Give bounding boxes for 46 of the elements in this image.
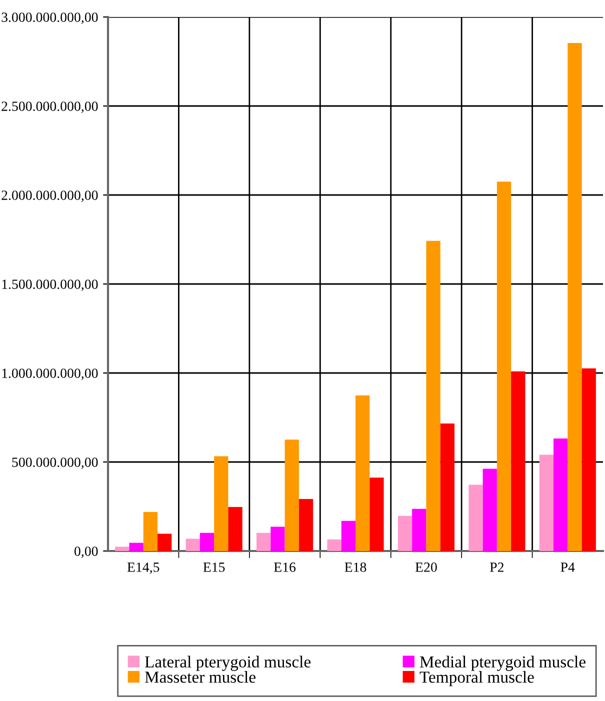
bar <box>186 538 200 551</box>
bar <box>568 42 582 551</box>
bar <box>426 240 440 551</box>
bar <box>115 546 130 551</box>
bar <box>496 182 512 551</box>
x-tick-label: E14,5 <box>127 562 160 574</box>
bar <box>129 542 144 551</box>
x-tick-label: P2 <box>490 562 504 572</box>
y-tick-label: 2.000.000.000,00 <box>2 190 98 202</box>
x-tick-label: E20 <box>415 562 437 572</box>
x-tick-label: E16 <box>274 562 296 572</box>
bar <box>511 371 526 551</box>
y-tick-label: 0,00 <box>74 546 98 558</box>
x-tick-label: E15 <box>203 562 225 572</box>
legend-label: Masseter muscle <box>144 671 256 683</box>
bar <box>228 507 242 551</box>
bar <box>270 526 285 551</box>
legend-label: Lateral pterygoid muscle <box>144 656 311 671</box>
y-tick-label: 3.000.000.000,00 <box>2 12 98 24</box>
bar <box>468 484 483 551</box>
bar <box>412 508 426 551</box>
bar <box>440 424 454 551</box>
y-tick-label: 1.000.000.000,00 <box>2 368 98 380</box>
y-tick-label: 2.500.000.000,00 <box>2 102 98 113</box>
legend-label: Temporal muscle <box>420 671 534 686</box>
bar <box>554 438 568 551</box>
bar <box>341 520 356 551</box>
bar <box>398 516 412 551</box>
x-tick-label: E18 <box>344 562 366 572</box>
bar <box>200 532 214 551</box>
bar <box>284 440 299 551</box>
bar <box>539 454 554 551</box>
y-tick-label: 1.500.000.000,00 <box>2 280 98 291</box>
bar <box>356 395 370 551</box>
bar <box>582 368 596 551</box>
bar <box>482 468 497 551</box>
bar <box>158 534 172 551</box>
bar <box>370 478 384 551</box>
bar <box>256 532 271 551</box>
legend-label: Medial pterygoid muscle <box>420 656 586 671</box>
y-tick-label: 500.000.000,00 <box>12 458 98 469</box>
bar <box>214 456 228 551</box>
bar <box>298 499 314 551</box>
x-tick-label: P4 <box>560 562 575 572</box>
bar <box>143 512 158 551</box>
bar <box>327 539 342 551</box>
